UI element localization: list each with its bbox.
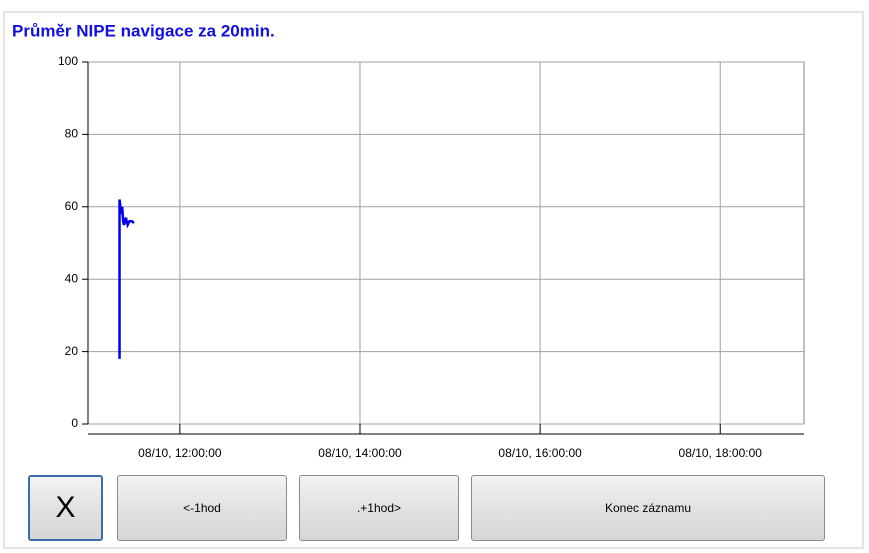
x-tick-label: 08/10, 12:00:00 (138, 446, 222, 460)
chart-title: Průměr NIPE navigace za 20min. (12, 21, 275, 40)
x-tick-label: 08/10, 14:00:00 (318, 446, 402, 460)
y-tick-label: 60 (65, 199, 79, 213)
y-tick-label: 40 (65, 271, 79, 285)
x-tick-label: 08/10, 16:00:00 (498, 446, 582, 460)
y-tick-label: 100 (58, 54, 78, 68)
end-button[interactable]: Konec záznamu (471, 475, 825, 541)
plot-area (87, 61, 805, 425)
back-button[interactable]: <-1hod (117, 475, 287, 541)
close-button[interactable]: X (28, 475, 103, 541)
data-line (118, 199, 135, 359)
forward-button[interactable]: .+1hod> (299, 475, 459, 541)
y-tick-label: 0 (71, 416, 78, 430)
y-tick-label: 80 (65, 127, 79, 141)
x-tick-label: 08/10, 18:00:00 (679, 446, 763, 460)
y-tick-label: 20 (65, 344, 79, 358)
